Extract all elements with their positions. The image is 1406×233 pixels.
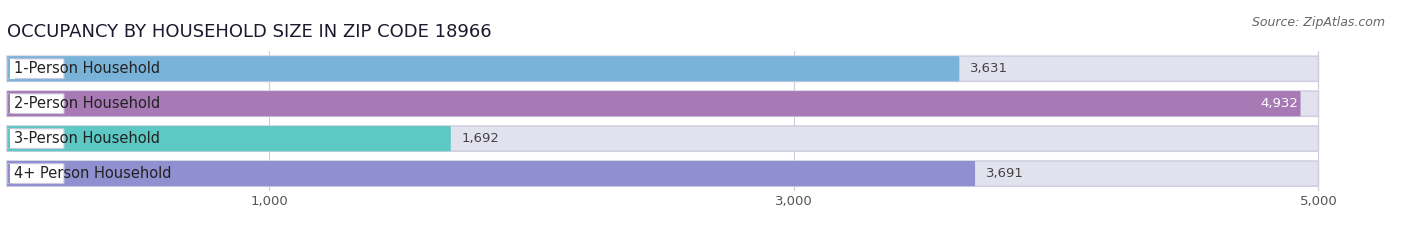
Text: 3,691: 3,691 [986,167,1024,180]
FancyBboxPatch shape [7,59,63,79]
Text: 3-Person Household: 3-Person Household [14,131,160,146]
Text: 4+ Person Household: 4+ Person Household [14,166,172,181]
FancyBboxPatch shape [7,56,1319,81]
Text: 3,631: 3,631 [970,62,1008,75]
FancyBboxPatch shape [7,91,1319,116]
FancyBboxPatch shape [7,94,63,113]
FancyBboxPatch shape [7,91,1301,116]
FancyBboxPatch shape [7,129,13,148]
FancyBboxPatch shape [7,126,451,151]
FancyBboxPatch shape [7,164,13,183]
Text: Source: ZipAtlas.com: Source: ZipAtlas.com [1251,16,1385,29]
FancyBboxPatch shape [7,126,1319,151]
Text: 1,692: 1,692 [461,132,499,145]
Text: 1-Person Household: 1-Person Household [14,61,160,76]
FancyBboxPatch shape [7,129,63,148]
FancyBboxPatch shape [10,94,14,113]
FancyBboxPatch shape [7,56,959,81]
FancyBboxPatch shape [10,164,14,183]
Text: 2-Person Household: 2-Person Household [14,96,160,111]
FancyBboxPatch shape [10,59,14,79]
FancyBboxPatch shape [7,161,976,186]
Text: OCCUPANCY BY HOUSEHOLD SIZE IN ZIP CODE 18966: OCCUPANCY BY HOUSEHOLD SIZE IN ZIP CODE … [7,23,492,41]
FancyBboxPatch shape [7,161,1319,186]
FancyBboxPatch shape [10,129,14,148]
FancyBboxPatch shape [7,164,63,183]
FancyBboxPatch shape [7,59,13,79]
Text: 4,932: 4,932 [1260,97,1298,110]
FancyBboxPatch shape [7,94,13,113]
